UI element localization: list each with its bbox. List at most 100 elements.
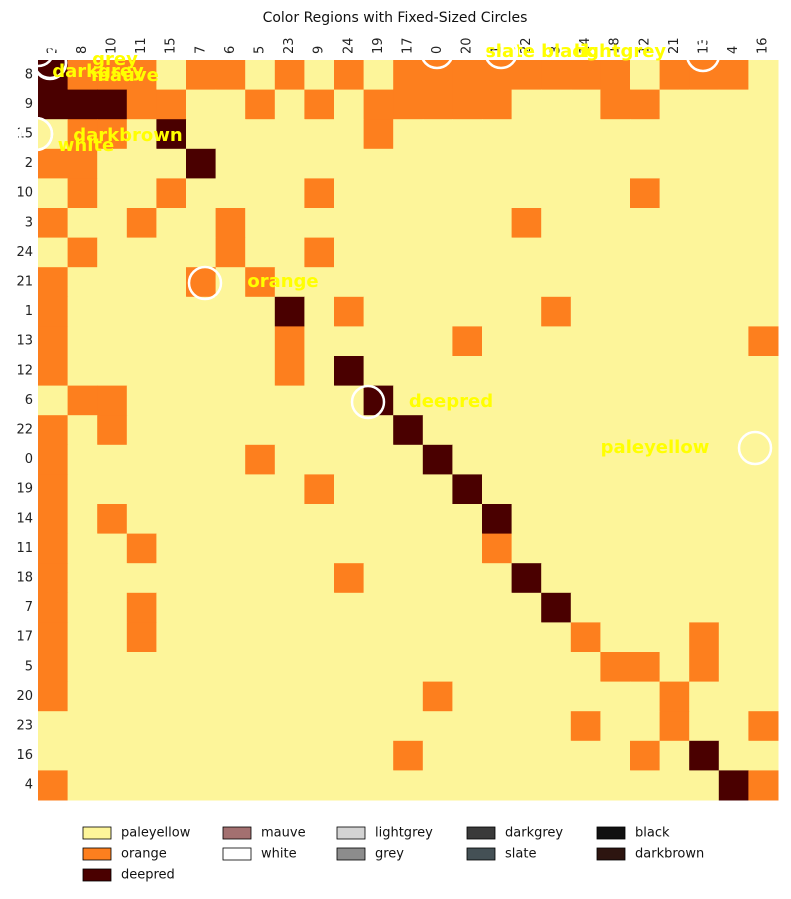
- cell: [97, 770, 128, 801]
- cell: [689, 119, 720, 150]
- cell: [718, 415, 749, 446]
- cell: [659, 385, 690, 416]
- cell: [600, 356, 631, 387]
- cell: [570, 652, 601, 683]
- cell: [482, 474, 513, 505]
- cell: [334, 267, 365, 298]
- cell: [126, 385, 157, 416]
- cell: [126, 178, 157, 209]
- annotation-circle: [483, 34, 519, 70]
- cell: [718, 474, 749, 505]
- cell: [541, 148, 572, 179]
- cell: [393, 356, 424, 387]
- cell: [215, 415, 246, 446]
- cell: [156, 89, 187, 120]
- cell: [304, 681, 335, 712]
- x-tick-label: 6: [223, 46, 238, 54]
- cell: [718, 296, 749, 327]
- cell: [38, 267, 69, 298]
- cell: [482, 326, 513, 357]
- cell: [215, 444, 246, 475]
- cell: [274, 444, 305, 475]
- cell: [511, 148, 542, 179]
- cell: [630, 60, 661, 91]
- cell: [393, 119, 424, 150]
- cell: [748, 148, 779, 179]
- cell: [748, 119, 779, 150]
- cell: [541, 504, 572, 535]
- cell: [274, 326, 305, 357]
- cell: [482, 622, 513, 653]
- cell: [422, 326, 453, 357]
- cell: [511, 385, 542, 416]
- cell: [274, 504, 305, 535]
- chart-title: Color Regions with Fixed-Sized Circles: [263, 10, 528, 26]
- cell: [304, 563, 335, 594]
- cell: [245, 504, 276, 535]
- cell: [38, 237, 69, 268]
- cell: [393, 208, 424, 239]
- cell: [630, 119, 661, 150]
- cell: [482, 60, 513, 91]
- cell: [274, 415, 305, 446]
- cell: [511, 740, 542, 771]
- cell: [541, 415, 572, 446]
- cell: [541, 533, 572, 564]
- cell: [630, 681, 661, 712]
- y-tick-label: 17: [16, 630, 33, 645]
- cell: [393, 296, 424, 327]
- cell: [570, 385, 601, 416]
- cell: [126, 740, 157, 771]
- cell: [600, 148, 631, 179]
- cell: [393, 89, 424, 120]
- cell: [304, 770, 335, 801]
- cell: [452, 326, 483, 357]
- cell: [600, 326, 631, 357]
- x-tick-label: 0: [430, 46, 445, 54]
- cell: [245, 267, 276, 298]
- cell: [245, 119, 276, 150]
- cell: [304, 592, 335, 623]
- cell: [126, 444, 157, 475]
- cell: [186, 533, 217, 564]
- cell: [215, 119, 246, 150]
- cell: [363, 237, 394, 268]
- cell: [126, 89, 157, 120]
- cell: [393, 652, 424, 683]
- cell: [482, 385, 513, 416]
- x-tick-label: 11: [134, 37, 149, 54]
- cell: [659, 208, 690, 239]
- cell: [422, 770, 453, 801]
- cell: [304, 356, 335, 387]
- cell: [630, 770, 661, 801]
- x-tick-label: 19: [371, 37, 386, 54]
- cell: [67, 740, 98, 771]
- cell: [689, 267, 720, 298]
- cell: [245, 711, 276, 742]
- cell: [393, 415, 424, 446]
- cell: [511, 681, 542, 712]
- y-tick-label: 24: [16, 245, 33, 260]
- y-tick-label: 23: [16, 719, 33, 734]
- legend-swatch: [596, 847, 626, 861]
- y-tick-label: 3: [25, 215, 33, 230]
- cell: [422, 208, 453, 239]
- cell: [718, 533, 749, 564]
- cell: [304, 740, 335, 771]
- cell: [38, 474, 69, 505]
- cell: [156, 740, 187, 771]
- cell: [245, 681, 276, 712]
- cell: [363, 622, 394, 653]
- cell: [274, 296, 305, 327]
- cell: [659, 148, 690, 179]
- cell: [334, 681, 365, 712]
- cell: [97, 740, 128, 771]
- cell: [689, 711, 720, 742]
- cell: [630, 504, 661, 535]
- cell: [718, 770, 749, 801]
- cell: [245, 622, 276, 653]
- cell: [482, 148, 513, 179]
- cell: [245, 237, 276, 268]
- cell: [570, 592, 601, 623]
- cell: [630, 296, 661, 327]
